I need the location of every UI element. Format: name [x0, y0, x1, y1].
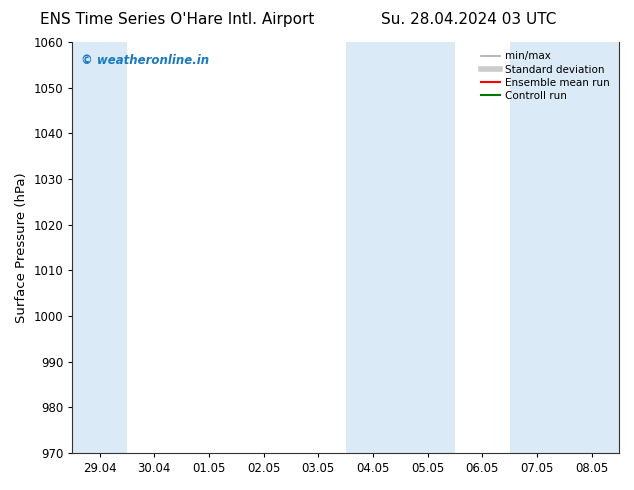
Y-axis label: Surface Pressure (hPa): Surface Pressure (hPa) — [15, 172, 28, 323]
Bar — [510, 42, 619, 453]
Legend: min/max, Standard deviation, Ensemble mean run, Controll run: min/max, Standard deviation, Ensemble me… — [477, 47, 614, 105]
Text: Su. 28.04.2024 03 UTC: Su. 28.04.2024 03 UTC — [382, 12, 557, 27]
Text: ENS Time Series O'Hare Intl. Airport: ENS Time Series O'Hare Intl. Airport — [41, 12, 314, 27]
Bar — [72, 42, 127, 453]
Bar — [346, 42, 455, 453]
Text: © weatheronline.in: © weatheronline.in — [81, 54, 209, 68]
